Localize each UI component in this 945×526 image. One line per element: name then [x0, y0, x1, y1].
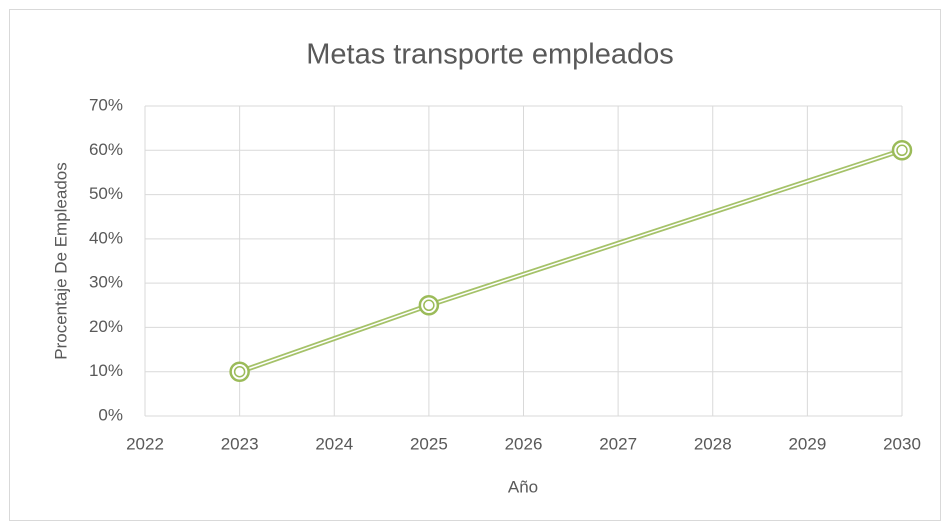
- x-tick-label: 2030: [883, 434, 921, 453]
- y-tick-label: 40%: [89, 228, 123, 247]
- marker-inner: [423, 299, 435, 312]
- x-tick-label: 2027: [599, 434, 637, 453]
- x-tick-label: 2022: [126, 434, 164, 453]
- x-tick-label: 2029: [788, 434, 826, 453]
- x-tick-label: 2026: [505, 434, 543, 453]
- y-tick-label: 60%: [89, 140, 123, 159]
- marker-inner: [896, 144, 908, 157]
- marker: [229, 361, 250, 382]
- marker-inner: [233, 365, 246, 378]
- y-tick-label: 30%: [89, 273, 123, 292]
- y-tick-label: 0%: [98, 405, 123, 424]
- x-tick-label: 2028: [694, 434, 732, 453]
- y-tick-label: 10%: [89, 361, 123, 380]
- x-tick-label: 2023: [221, 434, 259, 453]
- marker: [418, 295, 440, 316]
- chart-title: Metas transporte empleados: [306, 39, 674, 71]
- x-tick-label: 2025: [410, 434, 448, 453]
- y-tick-label: 50%: [89, 184, 123, 203]
- y-tick-label: 20%: [89, 317, 123, 336]
- x-tick-label: 2024: [315, 434, 353, 453]
- grid: 0% 10% 20% 30% 40% 50% 60% 70% 2022 2023 2024 2025 2…: [89, 95, 921, 453]
- x-axis-label: Año: [508, 477, 538, 496]
- y-axis-label: Procentaje De Empleados: [51, 162, 70, 360]
- plot: [229, 140, 913, 382]
- marker: [891, 140, 913, 161]
- y-tick-label: 70%: [89, 95, 123, 114]
- chart-frame: [9, 9, 941, 521]
